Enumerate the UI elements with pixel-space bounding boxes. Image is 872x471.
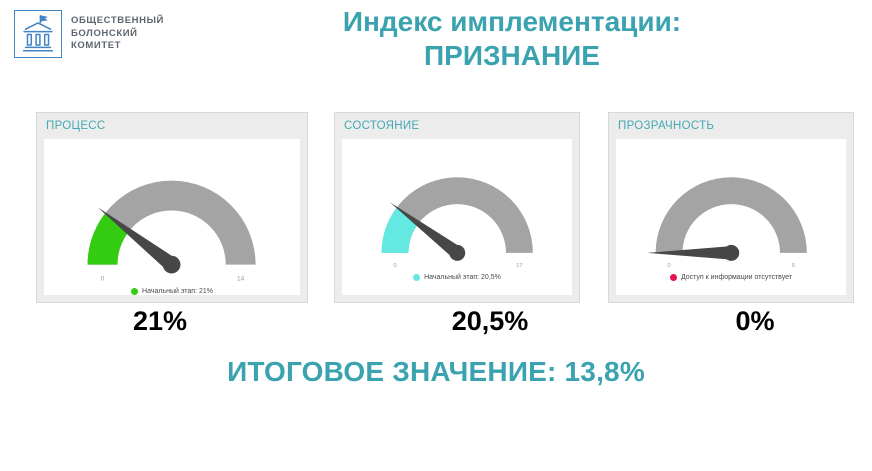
gauge-panel-transparency: ПРОЗРАЧНОСТЬ 0 5 Доступ к информации отс…	[608, 112, 854, 303]
gauge-value-transparency: 0%	[735, 306, 775, 336]
gauge-min-label: 0	[667, 263, 671, 269]
page-title-line1: Индекс имплементации:	[342, 6, 682, 37]
gauge-chart: 0 14	[88, 180, 256, 282]
gauge-chart-area: 0 17 Начальный этап: 20,5%	[342, 139, 572, 295]
gauge-chart: 0 17	[381, 177, 533, 269]
legend-dot	[413, 274, 421, 282]
gauge-value-process: 21%	[132, 306, 188, 336]
legend-item[interactable]: Начальный этап: 21%	[131, 288, 213, 295]
gauge-chart-area: 0 5 Доступ к информации отсутствует	[616, 139, 846, 295]
gauge-chart: 0 5	[646, 177, 807, 269]
gauge-panel-state: СОСТОЯНИЕ 0 17 Начальный этап: 20,5%	[334, 112, 580, 303]
gauge-track	[88, 180, 256, 265]
gauge-max-label: 14	[237, 275, 245, 282]
panel-title: СОСТОЯНИЕ	[344, 120, 420, 132]
gauge-track	[381, 177, 533, 253]
legend-label: Начальный этап: 21%	[142, 288, 213, 295]
gauge-track	[655, 177, 807, 253]
logo-text-line: БОЛОНСКИЙ	[71, 27, 138, 39]
gauge-chart-area: 0 14 Начальный этап: 21%	[44, 139, 300, 295]
gauge-min-label: 0	[393, 263, 397, 269]
bologna-committee-logo: ОБЩЕСТВЕННЫЙ БОЛОНСКИЙ КОМИТЕТ	[14, 10, 164, 58]
gauge-max-label: 5	[792, 263, 796, 269]
gauge-panel-process: ПРОЦЕСС 0 14 Начальный этап: 21%	[36, 112, 308, 303]
logo-text: ОБЩЕСТВЕННЫЙ БОЛОНСКИЙ КОМИТЕТ	[71, 15, 164, 53]
building-icon	[14, 10, 62, 58]
legend-item[interactable]: Начальный этап: 20,5%	[413, 274, 501, 282]
legend-item[interactable]: Доступ к информации отсутствует	[669, 274, 793, 282]
page-title-line2: ПРИЗНАНИЕ	[424, 40, 600, 71]
gauge-value-state: 20,5%	[451, 306, 529, 336]
logo-text-line: КОМИТЕТ	[71, 40, 122, 52]
legend-label: Доступ к информации отсутствует	[680, 274, 793, 282]
legend-label: Начальный этап: 20,5%	[424, 274, 501, 282]
panel-title: ПРОЦЕСС	[46, 120, 106, 132]
legend-dot	[669, 274, 677, 282]
gauge-needle	[98, 207, 181, 274]
logo-text-line: ОБЩЕСТВЕННЫЙ	[71, 15, 164, 27]
legend-dot	[131, 288, 139, 295]
gauge-min-label: 0	[101, 275, 105, 282]
gauge-max-label: 17	[516, 263, 523, 269]
panel-title: ПРОЗРАЧНОСТЬ	[618, 120, 715, 132]
total-value: ИТОГОВОЕ ЗНАЧЕНИЕ: 13,8%	[227, 356, 645, 387]
page-title: Индекс имплементации: ПРИЗНАНИЕ	[282, 5, 742, 73]
gauge-needle	[389, 202, 465, 261]
gauge-needle	[646, 244, 739, 261]
